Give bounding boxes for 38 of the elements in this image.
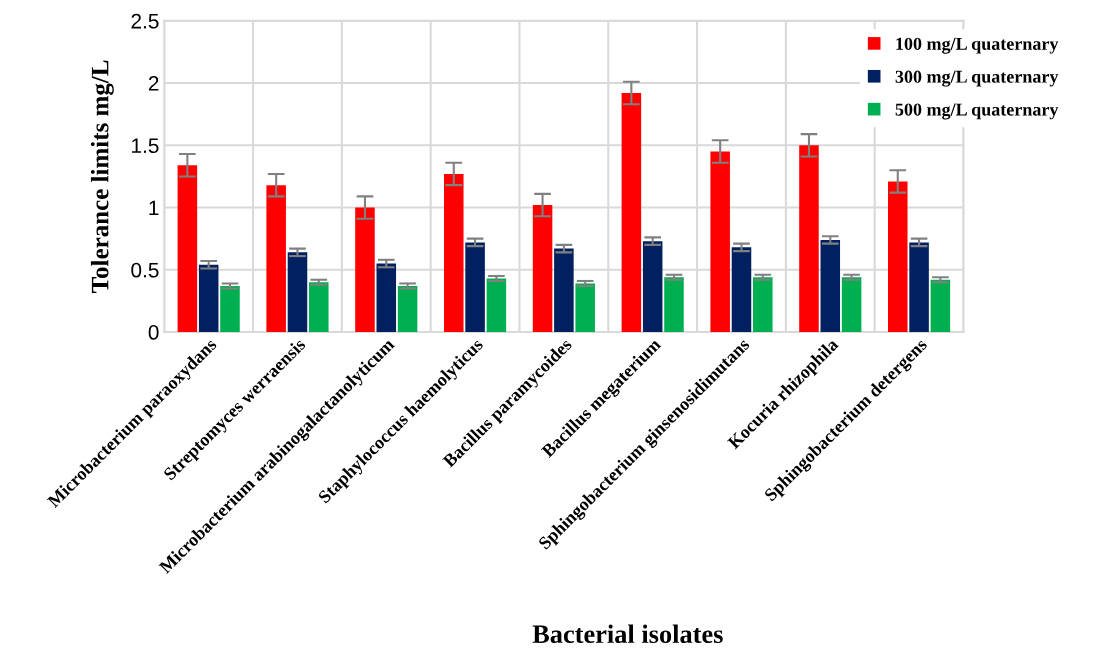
bar: [820, 239, 841, 333]
bar: [397, 285, 418, 333]
bar: [664, 277, 684, 333]
bar: [621, 93, 642, 333]
y-tick-label: 0: [148, 325, 159, 340]
y-axis-title: Tolerance limits mg/L: [90, 60, 114, 293]
y-tick-label: 1: [149, 200, 159, 216]
bar: [799, 145, 819, 333]
bar: [355, 207, 375, 333]
y-tick-label: 2.5: [131, 13, 159, 29]
legend-label: 100 mg/L quaternary: [896, 37, 1059, 54]
bar: [731, 247, 752, 333]
y-tick-label: 2: [148, 76, 159, 91]
bar: [198, 264, 219, 333]
bar: [177, 165, 198, 333]
bar: [930, 279, 951, 333]
bar: [266, 185, 286, 333]
legend-label: 500 mg/L quaternary: [895, 103, 1059, 120]
bar: [710, 151, 730, 333]
bar: [376, 263, 397, 333]
bar: [287, 252, 308, 333]
bar: [642, 241, 663, 333]
bar: [444, 173, 464, 333]
y-tick-label: 1.5: [132, 138, 159, 154]
bar: [888, 181, 908, 333]
bar: [465, 242, 485, 333]
bar: [486, 278, 507, 333]
bar: [220, 285, 240, 333]
bar: [309, 282, 329, 333]
y-tick-label: 0.5: [131, 262, 159, 278]
x-axis-title: Bacterial isolates: [532, 624, 723, 644]
bar: [575, 283, 595, 333]
legend-label: 300 mg/L quaternary: [895, 70, 1059, 87]
bar: [909, 242, 929, 333]
bar: [532, 205, 553, 333]
bar: [841, 277, 862, 333]
bar: [554, 248, 574, 333]
bar: [753, 277, 773, 333]
